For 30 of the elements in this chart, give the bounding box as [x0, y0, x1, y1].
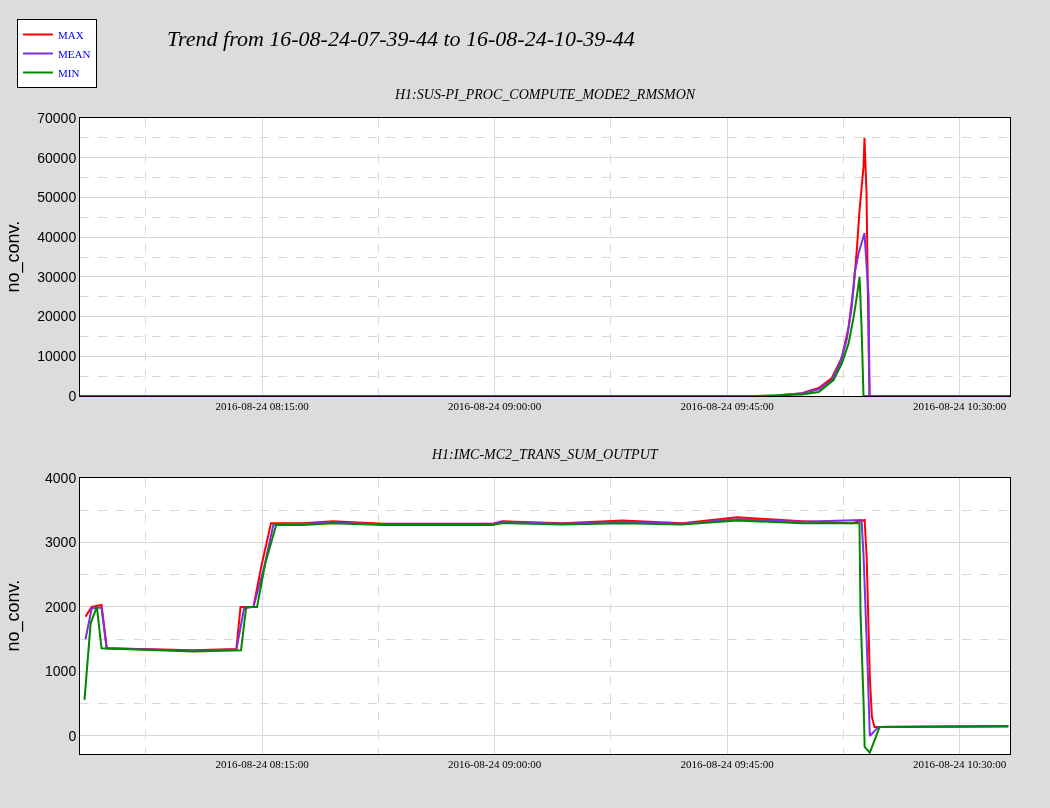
y-tick-label: 50000: [37, 189, 77, 206]
y-tick-label: 40000: [37, 229, 77, 246]
x-tick-label: 2016-08-24 10:30:00: [913, 758, 1007, 771]
x-tick-label: 2016-08-24 10:30:00: [913, 400, 1007, 413]
line-series: [80, 275, 1010, 396]
y-tick-label: 10000: [37, 348, 77, 365]
legend-label: MEAN: [58, 47, 91, 60]
y-tick-label: 2000: [45, 598, 77, 615]
x-tick-label: 2016-08-24 09:45:00: [680, 400, 775, 413]
x-tick-label: 2016-08-24 08:15:00: [215, 400, 310, 413]
y-tick-label: 70000: [37, 109, 77, 126]
x-tick-label: 2016-08-24 09:00:00: [448, 758, 542, 771]
y-tick-label: 20000: [37, 308, 77, 325]
x-tick-label: 2016-08-24 09:45:00: [680, 758, 775, 771]
y-tick-label: 4000: [45, 469, 77, 486]
y-tick-label: 0: [68, 387, 77, 404]
x-tick-label: 2016-08-24 09:00:00: [448, 400, 542, 413]
x-tick-label: 2016-08-24 08:15:00: [215, 758, 310, 771]
chart-subtitle: H1:SUS-PI_PROC_COMPUTE_MODE2_RMSMON: [394, 87, 696, 102]
y-axis-title: no_conv.: [2, 579, 24, 652]
y-tick-label: 0: [68, 727, 77, 744]
y-axis-title: no_conv.: [2, 220, 24, 293]
y-tick-label: 1000: [45, 663, 77, 680]
y-tick-label: 3000: [45, 534, 77, 551]
legend-label: MIN: [58, 66, 80, 79]
y-tick-label: 60000: [37, 149, 77, 166]
legend-label: MAX: [58, 28, 84, 41]
chart-title: Trend from 16-08-24-07-39-44 to 16-08-24-10-39-44: [167, 26, 635, 51]
chart-title: H1:IMC-MC2_TRANS_SUM_OUTPUT: [431, 447, 659, 462]
y-tick-label: 30000: [37, 268, 77, 285]
